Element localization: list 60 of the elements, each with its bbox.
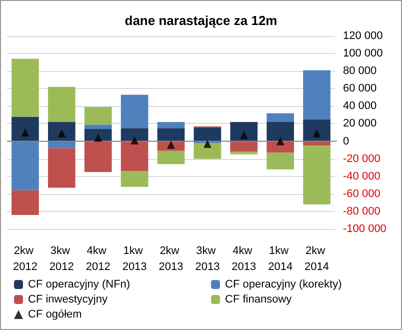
y-tick-label: -100 000 [343,223,386,235]
y-tick-label: 80 000 [343,65,377,78]
y-tick-label: 120 000 [343,30,383,42]
bar [303,146,330,204]
bar [48,141,76,148]
y-tick-label: 40 000 [343,100,377,112]
bar [12,116,39,142]
bar [230,141,258,152]
y-tick-label: 100 000 [343,48,383,60]
bar [157,150,185,164]
bar [12,141,39,190]
y-tick-label: -60 000 [343,188,380,200]
y-tick-label: 60 000 [343,82,377,95]
bar [303,70,330,120]
bar [230,152,258,154]
bar [84,128,112,142]
bar [266,152,294,170]
bar [12,190,39,215]
x-tick-label: 2kw 2013 [158,245,184,273]
chart-title: dane narastające za 12m [124,13,278,28]
bar [266,122,294,142]
bar [84,141,112,172]
x-tick-label: 1kw 2014 [268,245,293,273]
point [203,140,212,148]
legend-label: CF operacyjny (NFn) [28,278,130,290]
bar [230,122,258,142]
bar [120,171,148,187]
x-tick-label: 1kw 2013 [122,245,147,273]
legend-label: CF finansowy [225,294,292,306]
legend-label: CF operacyjny (korekty) [225,278,342,290]
bar [120,128,148,142]
point [130,136,139,144]
y-tick-label: -20 000 [343,152,380,165]
bar [120,94,148,128]
legend-label: CF inwestycyjny [28,294,108,306]
bar [120,141,148,172]
bar [84,124,112,129]
x-tick-label: 4kw 2012 [86,245,110,273]
bar [157,122,185,128]
x-tick-label: 2kw 2014 [304,245,330,273]
bar [303,119,330,142]
y-tick-label: 0 [343,135,350,148]
point [276,137,284,146]
y-tick-label: 20 000 [343,118,377,130]
bar [266,113,294,122]
legend-label: CF ogółem [28,308,82,320]
bar [194,127,222,142]
x-tick-label: 3kw 2013 [195,245,220,273]
bar [48,86,76,122]
bar [84,107,112,125]
bar [48,122,76,142]
x-tick-label: 3kw 2012 [49,245,74,273]
bar [157,128,185,142]
bar [48,148,76,188]
x-tick-label: 4kw 2013 [232,245,256,273]
x-tick-label: 2kw 2012 [12,245,38,273]
y-tick-label: -80 000 [343,205,380,218]
bar [12,58,39,117]
y-tick-label: -40 000 [343,170,380,182]
bar [194,143,222,159]
